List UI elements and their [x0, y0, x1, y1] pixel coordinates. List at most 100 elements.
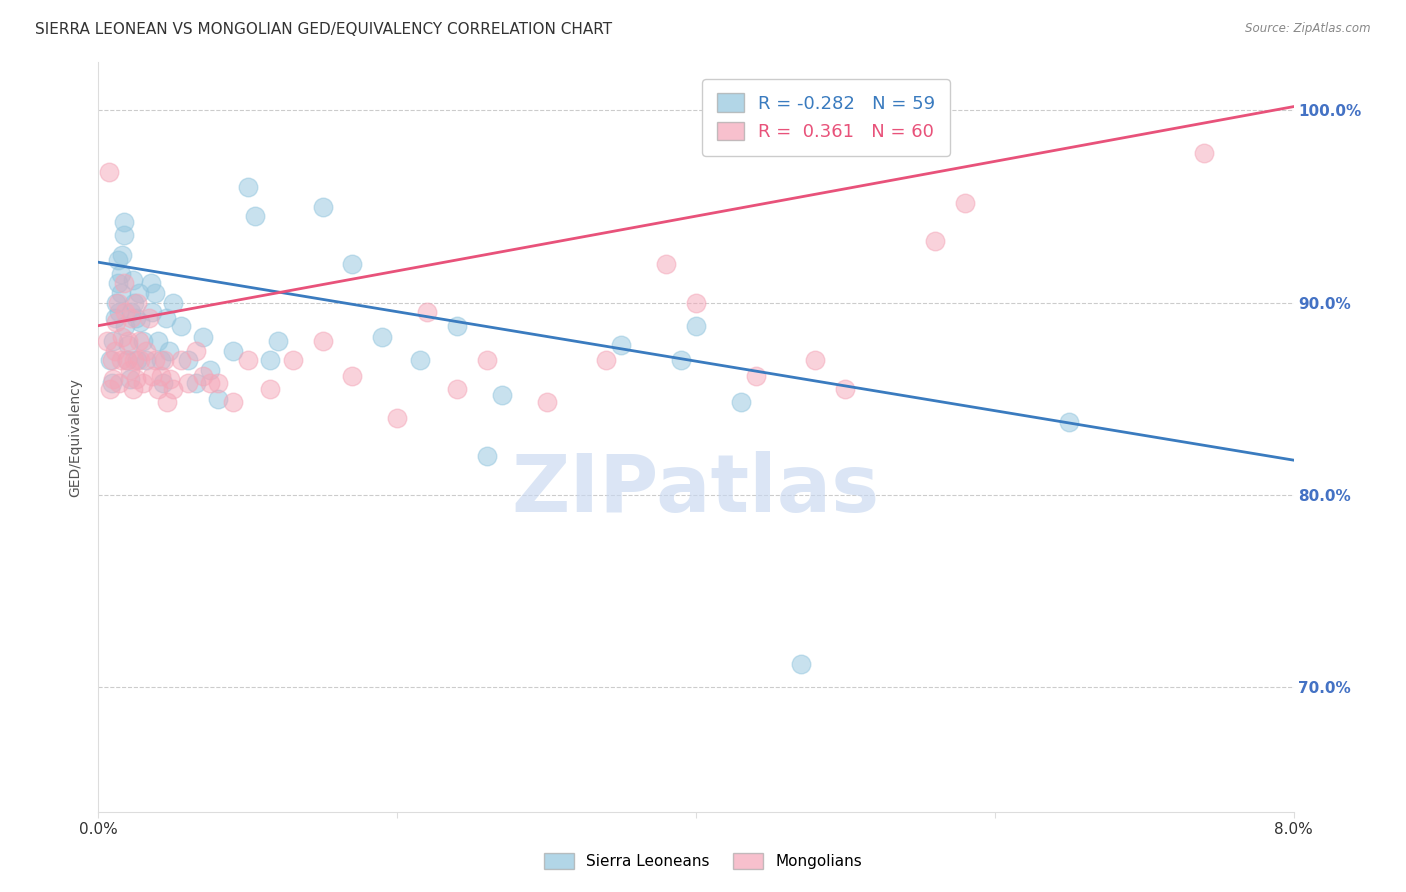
- Point: [236, 180, 259, 194]
- Point: [342, 257, 364, 271]
- Point: [101, 376, 124, 391]
- Point: [121, 272, 143, 286]
- Point: [745, 368, 768, 383]
- Point: [111, 330, 134, 344]
- Point: [118, 363, 141, 377]
- Point: [207, 392, 229, 406]
- Point: [610, 338, 633, 352]
- Point: [446, 318, 468, 333]
- Point: [112, 277, 135, 291]
- Point: [112, 215, 135, 229]
- Point: [117, 334, 139, 348]
- Point: [111, 247, 134, 261]
- Point: [311, 334, 333, 348]
- Point: [121, 382, 143, 396]
- Point: [118, 372, 141, 386]
- Point: [107, 295, 129, 310]
- Point: [120, 310, 142, 325]
- Point: [125, 310, 148, 325]
- Point: [101, 353, 124, 368]
- Point: [222, 395, 245, 409]
- Text: Source: ZipAtlas.com: Source: ZipAtlas.com: [1246, 22, 1371, 36]
- Point: [730, 395, 752, 409]
- Point: [162, 382, 184, 396]
- Point: [143, 353, 166, 368]
- Point: [184, 376, 207, 391]
- Point: [177, 376, 200, 391]
- Point: [152, 376, 174, 391]
- Point: [148, 382, 170, 396]
- Point: [259, 353, 281, 368]
- Point: [259, 382, 281, 396]
- Point: [408, 353, 430, 368]
- Point: [141, 305, 163, 319]
- Point: [162, 295, 184, 310]
- Point: [96, 334, 118, 348]
- Point: [150, 353, 173, 368]
- Point: [103, 372, 125, 386]
- Point: [139, 277, 162, 291]
- Point: [105, 295, 128, 310]
- Point: [117, 338, 139, 352]
- Point: [385, 410, 409, 425]
- Point: [655, 257, 678, 271]
- Point: [200, 376, 222, 391]
- Point: [311, 200, 333, 214]
- Point: [924, 234, 946, 248]
- Point: [267, 334, 290, 348]
- Point: [153, 353, 176, 368]
- Point: [595, 353, 617, 368]
- Point: [110, 285, 132, 300]
- Point: [157, 343, 180, 358]
- Point: [685, 318, 707, 333]
- Point: [342, 368, 364, 383]
- Point: [834, 382, 856, 396]
- Point: [124, 353, 146, 368]
- Point: [135, 353, 157, 368]
- Point: [98, 382, 122, 396]
- Point: [953, 195, 976, 210]
- Point: [150, 368, 173, 383]
- Point: [132, 376, 155, 391]
- Point: [148, 334, 170, 348]
- Point: [103, 334, 125, 348]
- Point: [200, 363, 222, 377]
- Point: [155, 310, 177, 325]
- Point: [135, 343, 157, 358]
- Point: [128, 285, 150, 300]
- Point: [281, 353, 304, 368]
- Point: [1059, 415, 1081, 429]
- Point: [804, 353, 827, 368]
- Text: SIERRA LEONEAN VS MONGOLIAN GED/EQUIVALENCY CORRELATION CHART: SIERRA LEONEAN VS MONGOLIAN GED/EQUIVALE…: [35, 22, 612, 37]
- Point: [114, 318, 136, 333]
- Point: [143, 285, 166, 300]
- Point: [127, 295, 149, 310]
- Point: [159, 372, 181, 386]
- Point: [245, 209, 267, 223]
- Legend: Sierra Leoneans, Mongolians: Sierra Leoneans, Mongolians: [537, 847, 869, 875]
- Point: [156, 395, 179, 409]
- Point: [475, 450, 498, 464]
- Y-axis label: GED/Equivalency: GED/Equivalency: [69, 377, 83, 497]
- Point: [371, 330, 394, 344]
- Legend: R = -0.282   N = 59, R =  0.361   N = 60: R = -0.282 N = 59, R = 0.361 N = 60: [703, 79, 950, 155]
- Point: [104, 310, 127, 325]
- Point: [110, 267, 132, 281]
- Point: [128, 334, 150, 348]
- Point: [115, 353, 138, 368]
- Point: [115, 353, 138, 368]
- Point: [105, 315, 128, 329]
- Point: [107, 277, 129, 291]
- Point: [177, 353, 200, 368]
- Point: [222, 343, 245, 358]
- Point: [138, 310, 160, 325]
- Point: [107, 253, 129, 268]
- Point: [446, 382, 468, 396]
- Point: [120, 305, 142, 319]
- Point: [129, 353, 152, 368]
- Point: [129, 315, 152, 329]
- Point: [97, 165, 120, 179]
- Point: [475, 353, 498, 368]
- Point: [98, 353, 122, 368]
- Point: [191, 330, 214, 344]
